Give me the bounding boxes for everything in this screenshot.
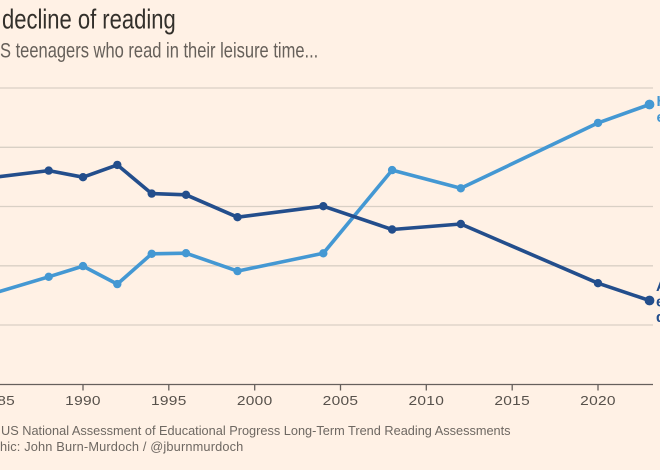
svg-text:2000: 2000 — [237, 394, 273, 409]
svg-text:1995: 1995 — [151, 394, 187, 409]
svg-text:2010: 2010 — [408, 394, 444, 409]
svg-text:day: day — [656, 309, 660, 326]
svg-text:2015: 2015 — [494, 394, 530, 409]
svg-text:1990: 1990 — [65, 394, 101, 409]
svg-text:2005: 2005 — [323, 394, 359, 409]
svg-text:2020: 2020 — [580, 394, 616, 409]
svg-text:1985: 1985 — [0, 394, 15, 409]
svg-text:every: every — [656, 294, 660, 311]
svg-text:ever: ever — [657, 109, 660, 126]
svg-text:Hardly: Hardly — [657, 93, 660, 110]
svg-text:Almost: Almost — [656, 278, 660, 295]
